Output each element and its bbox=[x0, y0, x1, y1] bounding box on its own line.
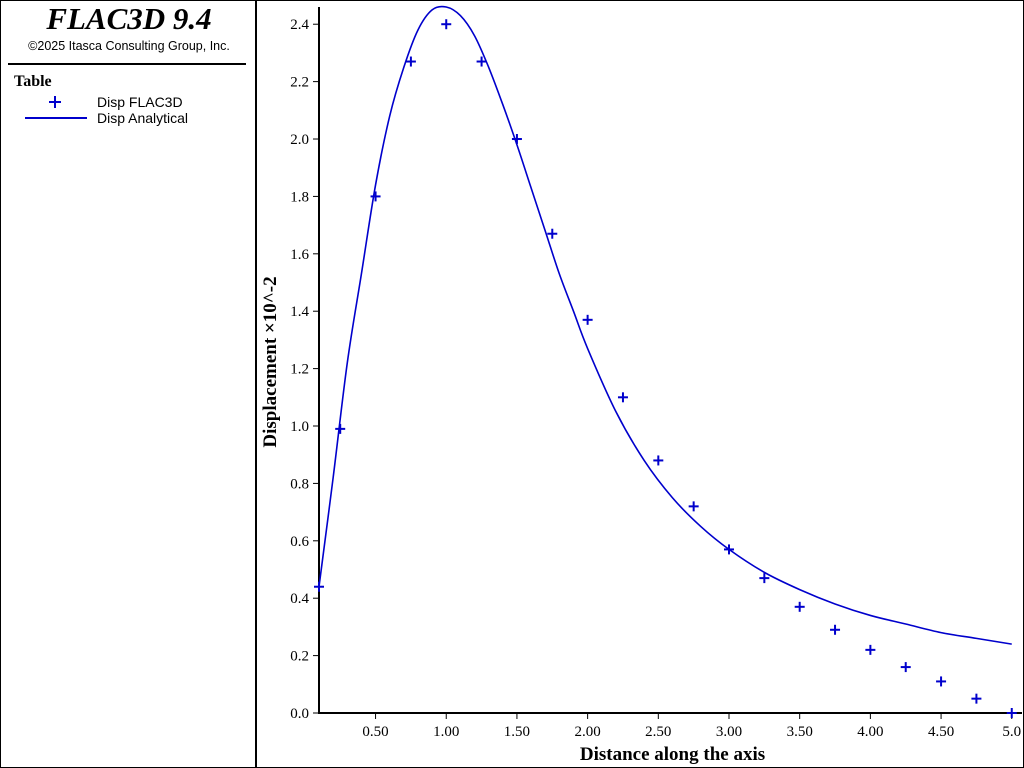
data-point-disp-flac3d bbox=[900, 662, 911, 673]
data-point-disp-flac3d bbox=[653, 455, 664, 466]
data-point-disp-flac3d bbox=[335, 423, 346, 434]
x-tick-label: 5.0 bbox=[1002, 724, 1021, 740]
y-tick-label: 2.2 bbox=[290, 75, 309, 91]
app-title: FLAC3D 9.4 bbox=[46, 1, 212, 36]
data-point-disp-flac3d bbox=[971, 693, 982, 704]
legend-heading: Table bbox=[14, 73, 52, 90]
data-point-disp-flac3d bbox=[582, 314, 593, 325]
y-tick-label: 2.4 bbox=[290, 17, 309, 33]
y-tick-label: 0.2 bbox=[290, 649, 309, 665]
data-point-disp-flac3d bbox=[617, 392, 628, 403]
legend-divider bbox=[8, 63, 246, 65]
legend-panel: FLAC3D 9.4 ©2025 Itasca Consulting Group… bbox=[1, 1, 257, 767]
legend-entry-disp-analytical: Disp Analytical bbox=[1, 109, 251, 127]
x-axis-title: Distance along the axis bbox=[580, 744, 765, 765]
y-tick-label: 1.4 bbox=[290, 304, 309, 320]
data-point-disp-flac3d bbox=[547, 228, 558, 239]
y-tick-label: 0.0 bbox=[290, 706, 309, 722]
x-tick-label: 1.00 bbox=[433, 724, 459, 740]
x-tick-label: 0.50 bbox=[362, 724, 388, 740]
y-tick-label: 0.8 bbox=[290, 476, 309, 492]
y-axis-title: Displacement ×10^-2 bbox=[260, 276, 281, 447]
x-tick-label: 3.00 bbox=[716, 724, 742, 740]
y-tick-label: 0.6 bbox=[290, 534, 309, 550]
y-tick-label: 1.8 bbox=[290, 189, 309, 205]
legend-label-disp-analytical: Disp Analytical bbox=[97, 110, 189, 126]
data-point-disp-flac3d bbox=[865, 644, 876, 655]
series-line-disp-analytical bbox=[318, 5, 1012, 645]
data-point-disp-flac3d bbox=[476, 56, 487, 67]
data-point-disp-flac3d bbox=[759, 573, 770, 584]
copyright-text: ©2025 Itasca Consulting Group, Inc. bbox=[28, 39, 230, 53]
data-point-disp-flac3d bbox=[830, 624, 841, 635]
line-symbol-icon bbox=[25, 117, 87, 119]
x-tick-label: 1.50 bbox=[504, 724, 530, 740]
x-tick-label: 4.00 bbox=[857, 724, 883, 740]
x-tick-label: 3.50 bbox=[787, 724, 813, 740]
data-point-disp-flac3d bbox=[314, 581, 324, 592]
legend-label-disp-flac3d: Disp FLAC3D bbox=[97, 94, 183, 110]
data-point-disp-flac3d bbox=[370, 191, 381, 202]
data-point-disp-flac3d bbox=[511, 134, 522, 145]
y-tick-label: 1.6 bbox=[290, 247, 309, 263]
data-point-disp-flac3d bbox=[441, 19, 452, 30]
y-tick-label: 0.4 bbox=[290, 591, 309, 607]
x-tick-label: 2.50 bbox=[645, 724, 671, 740]
y-tick-label: 1.0 bbox=[290, 419, 309, 435]
x-tick-label: 2.00 bbox=[574, 724, 600, 740]
data-point-disp-flac3d bbox=[1006, 708, 1017, 718]
plus-marker-icon bbox=[49, 96, 61, 108]
legend-entry-disp-flac3d: Disp FLAC3D bbox=[1, 93, 251, 111]
y-tick-label: 2.0 bbox=[290, 132, 309, 148]
x-tick-label: 4.50 bbox=[928, 724, 954, 740]
data-point-disp-flac3d bbox=[936, 676, 947, 687]
y-tick-label: 1.2 bbox=[290, 362, 309, 378]
data-point-disp-flac3d bbox=[688, 501, 699, 512]
data-point-disp-flac3d bbox=[794, 601, 805, 612]
data-point-disp-flac3d bbox=[405, 56, 416, 67]
data-point-disp-flac3d bbox=[724, 544, 734, 555]
